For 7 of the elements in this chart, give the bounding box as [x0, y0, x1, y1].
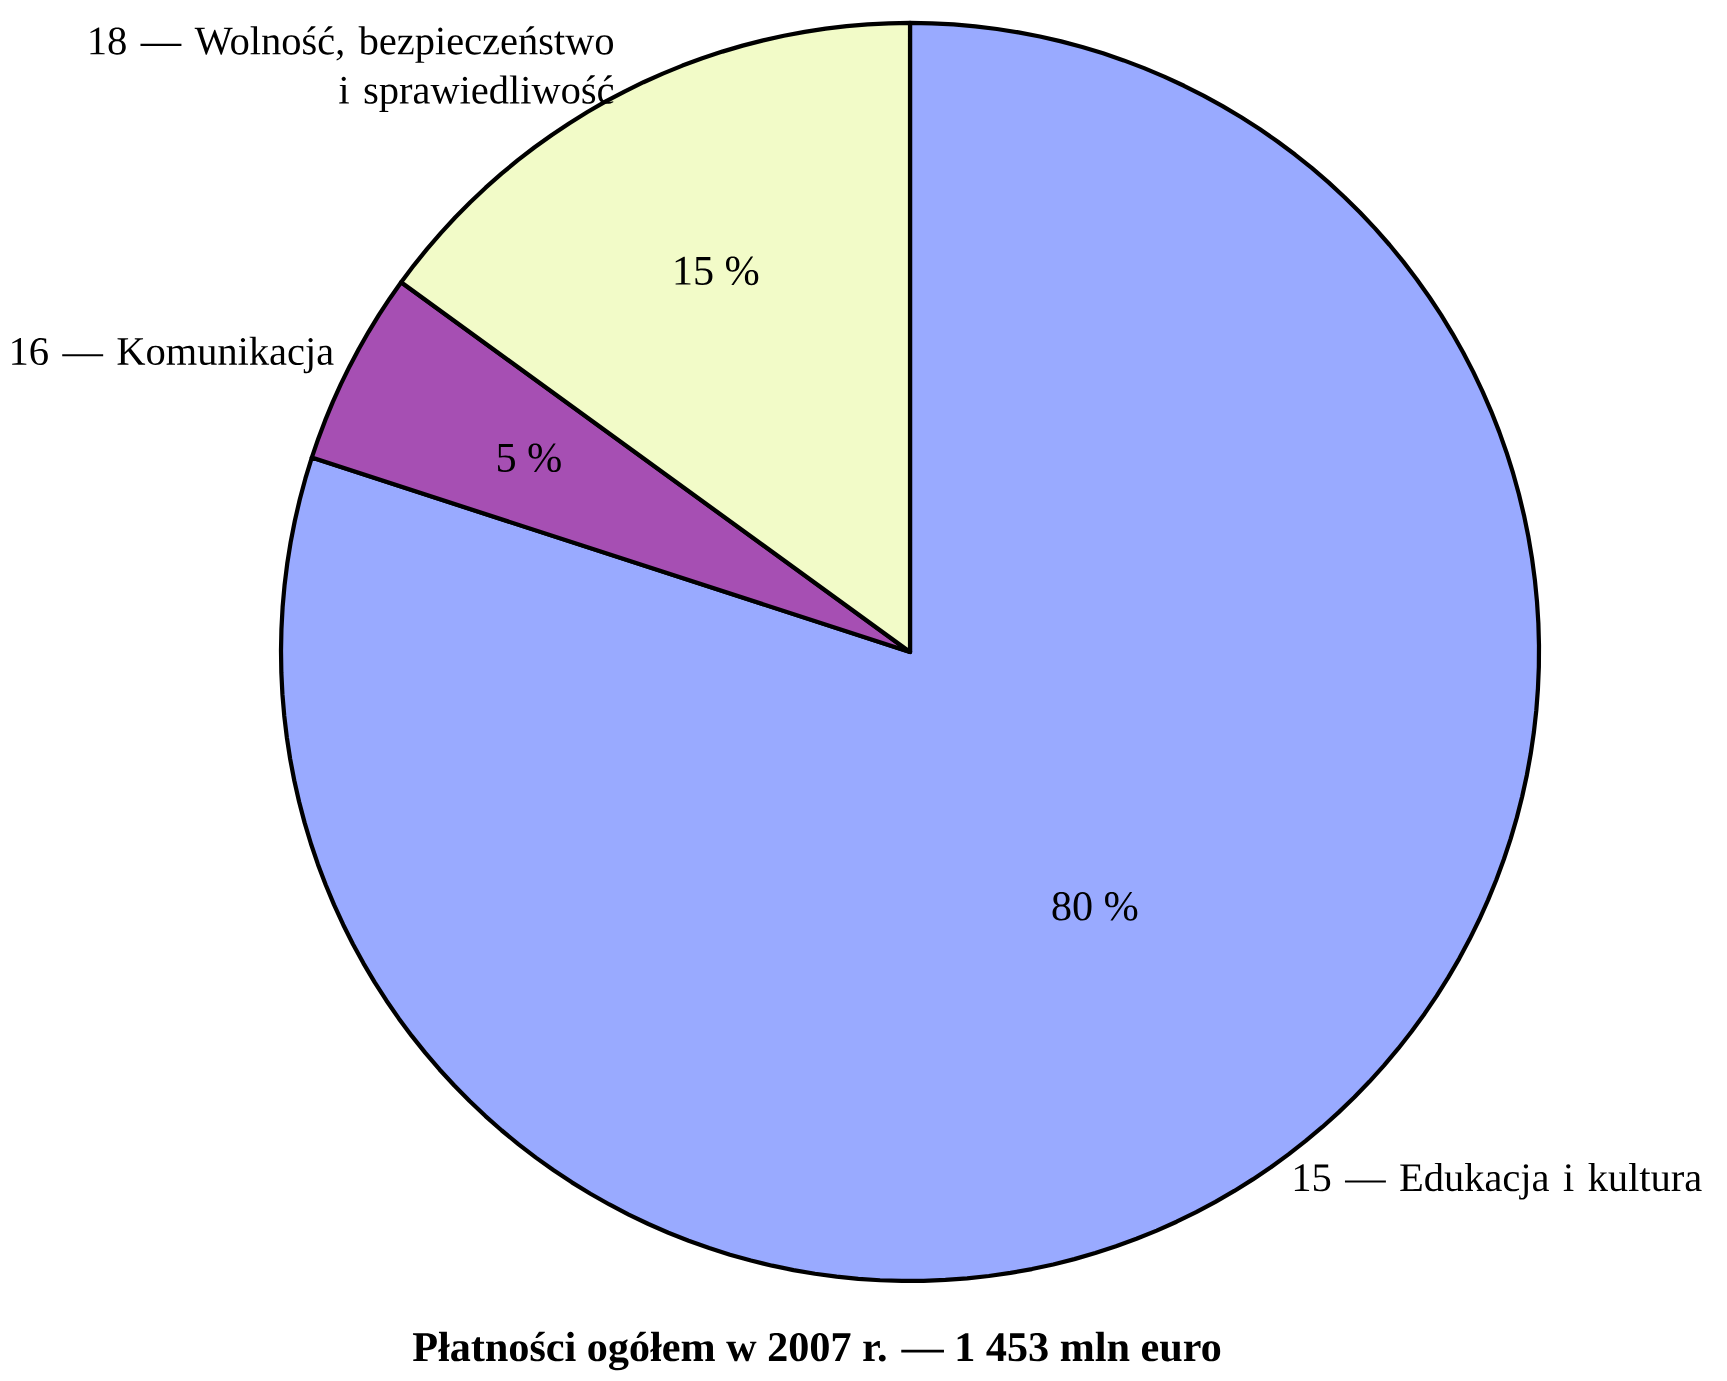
text: Płatności ogółem w 2007 r. — 1 453 mln euro: [412, 1331, 1221, 1371]
data-label: 80 %: [1052, 892, 1138, 921]
slice-label: 15 — Edukacja i kultura: [1294, 1162, 1702, 1200]
slice-label: 18 — Wolność, bezpieczeństwo i sprawiedliwość: [90, 26, 614, 113]
data-label: 15 %: [675, 256, 759, 286]
data-label: 5 %: [497, 443, 561, 473]
slice-label: 16 — Komunikacja: [12, 336, 334, 374]
